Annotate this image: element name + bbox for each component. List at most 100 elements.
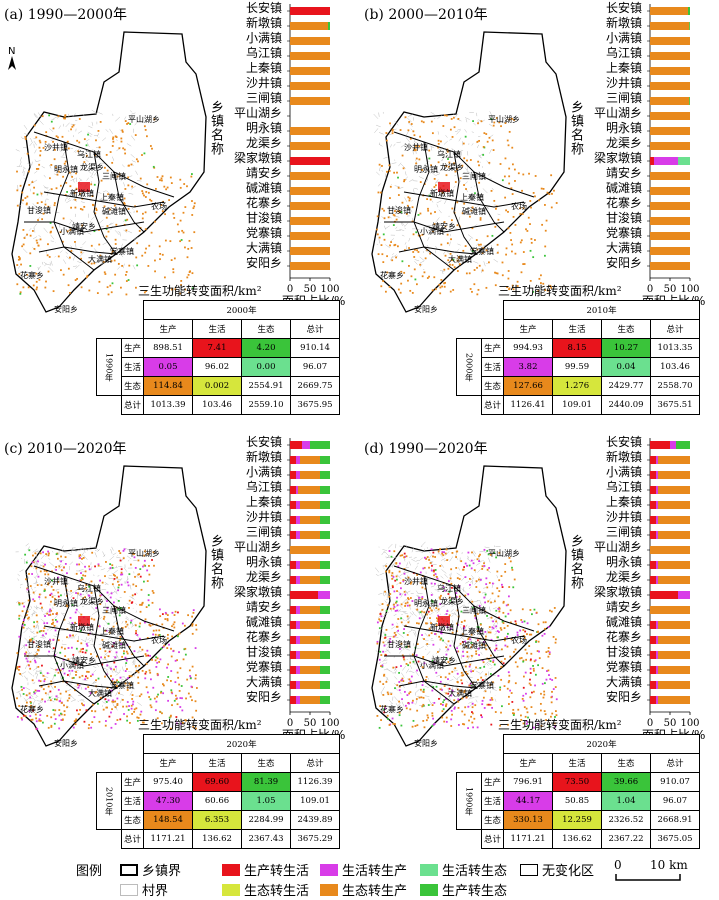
- panel-d: (d) 1990—2020年 平山湖乡 沙井镇 乌江镇 明永镇 龙渠乡 三闸镇 新墩镇 上秦镇…: [360, 434, 719, 868]
- map-label: 平山湖乡: [128, 548, 160, 558]
- bar-segment: [290, 247, 330, 255]
- table-row-header: 生活: [480, 791, 505, 811]
- bar-segment: [290, 157, 330, 165]
- bar-segment: [658, 666, 690, 674]
- table-top-header: 2020年: [503, 734, 701, 754]
- bar-segment: [650, 52, 690, 60]
- map-label: 新墩镇: [430, 622, 454, 632]
- town-name: 安阳乡: [605, 256, 642, 270]
- town-name: 花寨乡: [605, 630, 642, 644]
- map-label: 上秦镇: [460, 626, 484, 636]
- bar-segment: [320, 606, 330, 614]
- table-cell: 2429.77: [601, 376, 652, 396]
- bar-segment: [650, 232, 690, 240]
- map-label: 安阳乡: [54, 304, 78, 314]
- map-label: 明永镇: [414, 164, 438, 174]
- table-title: 三生功能转变面积/km²: [138, 718, 262, 732]
- town-name: 安阳乡: [245, 256, 282, 270]
- map-label: 明永镇: [414, 598, 438, 608]
- table-cell: 3675.51: [650, 395, 701, 415]
- table-side-header: 2000年: [456, 338, 482, 396]
- bar-segment: [320, 576, 330, 584]
- bar-segment: [650, 67, 690, 75]
- table-side-header: 1990年: [96, 338, 122, 396]
- town-name: 小满镇: [605, 465, 642, 479]
- map-label: 新墩镇: [70, 622, 94, 632]
- change-pixels: [16, 114, 196, 296]
- bar-segment: [320, 471, 330, 479]
- bar-segment: [658, 531, 690, 539]
- table-col-header: 生态: [601, 319, 652, 339]
- study-area-outline: [371, 31, 567, 313]
- town-name: 上秦镇: [245, 495, 282, 509]
- map-label: 党寨镇: [470, 680, 494, 690]
- bar-segment: [290, 621, 296, 629]
- bar-tick-label: 0: [287, 284, 293, 294]
- bar-segment: [658, 501, 690, 509]
- table-cell: 96.07: [290, 357, 341, 377]
- town-name: 上秦镇: [245, 61, 282, 75]
- table-cell: 50.85: [552, 791, 603, 811]
- bar-segment: [650, 7, 688, 15]
- bar-segment: [296, 516, 300, 524]
- town-name: 明永镇: [605, 121, 642, 135]
- table-cell: 2367.43: [241, 829, 292, 849]
- table-cell: 2559.10: [241, 395, 292, 415]
- bar-chart: 0 50 100: [647, 438, 700, 728]
- legend-label: 村界: [142, 884, 169, 899]
- town-name: 新墩镇: [245, 16, 282, 30]
- bar-segment: [658, 696, 690, 704]
- map-label: 安阳乡: [54, 738, 78, 748]
- legend-label: 生活转生产: [342, 864, 408, 879]
- town-name: 安阳乡: [245, 690, 282, 704]
- bar-segment: [650, 157, 654, 165]
- bar-segment: [656, 561, 658, 569]
- bar-segment: [670, 441, 676, 449]
- town-name: 党寨镇: [245, 226, 282, 240]
- town-name: 长安镇: [245, 1, 282, 15]
- map-label: 大满镇: [448, 254, 472, 264]
- bar-segment: [290, 501, 296, 509]
- map-label: 三闸镇: [462, 171, 486, 181]
- town-name: 花寨乡: [605, 196, 642, 210]
- bar-segment: [650, 666, 656, 674]
- bar-segment: [650, 606, 690, 614]
- bar-segment: [290, 97, 330, 105]
- bar-segment: [650, 262, 690, 270]
- town-name: 乌江镇: [605, 480, 642, 494]
- table-cell: 910.14: [290, 338, 341, 358]
- table-cell: 2558.70: [650, 376, 701, 396]
- map-label: 党寨镇: [470, 246, 494, 256]
- table-cell: 7.41: [192, 338, 243, 358]
- map-label: 党寨镇: [110, 246, 134, 256]
- bar-segment: [658, 651, 690, 659]
- map-label: 安阳乡: [414, 304, 438, 314]
- table-cell: 44.17: [503, 791, 554, 811]
- table-row-header: 总计: [480, 829, 505, 849]
- table-cell: 2284.99: [241, 810, 292, 830]
- bar-tick-label: 50: [664, 718, 677, 728]
- town-name: 甘浚镇: [245, 211, 282, 225]
- bar-segment: [650, 546, 690, 554]
- village-texture: [15, 109, 142, 274]
- transition-table: 2000年 生产 生活 生态 总计 1990年 生产 898.51 7.41 4.20 910.14…: [96, 300, 341, 415]
- legend-item-prod-to-eco: 生产转生态: [420, 880, 507, 899]
- prod-to-eco-swatch: [420, 883, 438, 896]
- map-label: 小满镇: [420, 660, 444, 670]
- bar-segment: [656, 531, 658, 539]
- town-name: 甘浚镇: [605, 645, 642, 659]
- town-name: 沙井镇: [245, 76, 282, 90]
- bar-tick-label: 50: [664, 284, 677, 294]
- prod-to-life-swatch: [222, 863, 240, 876]
- town-name: 沙井镇: [605, 510, 642, 524]
- town-name: 靖安乡: [605, 600, 642, 614]
- table-cell: 10.27: [601, 338, 652, 358]
- bar-segment: [656, 666, 658, 674]
- town-name: 碱滩镇: [605, 181, 642, 195]
- north-arrow-icon: N: [8, 46, 16, 70]
- legend-item-village-border: 村界: [120, 880, 168, 899]
- town-name: 乌江镇: [245, 480, 282, 494]
- table-cell: 1.05: [241, 791, 292, 811]
- bar-segment: [290, 142, 330, 150]
- bar-segment: [658, 561, 690, 569]
